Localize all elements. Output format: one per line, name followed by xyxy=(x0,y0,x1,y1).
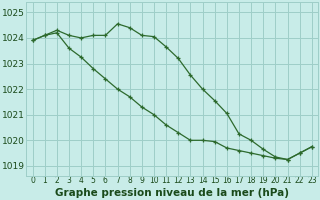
X-axis label: Graphe pression niveau de la mer (hPa): Graphe pression niveau de la mer (hPa) xyxy=(55,188,289,198)
